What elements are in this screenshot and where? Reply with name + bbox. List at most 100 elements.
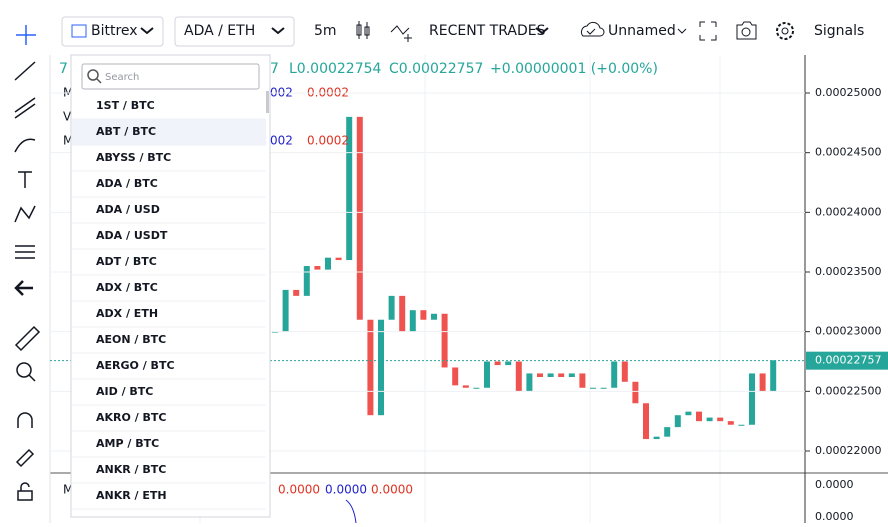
dropdown-item[interactable]: ADA / USD <box>96 203 160 216</box>
candle <box>314 266 321 270</box>
dropdown-item[interactable]: ABT / BTC <box>96 125 156 138</box>
dropdown-item[interactable]: 1ST / BTC <box>96 99 155 112</box>
dropdown-item[interactable]: ANKR / BTC <box>96 463 166 476</box>
candle <box>674 415 681 428</box>
candle <box>452 367 459 386</box>
current-price-label: 0.00022757 <box>815 354 881 367</box>
indicator-icon[interactable] <box>390 25 412 42</box>
dropdown-item[interactable]: ADA / BTC <box>96 177 158 190</box>
camera-icon[interactable] <box>736 21 757 40</box>
candle <box>696 411 702 422</box>
search-icon-handle <box>96 78 102 84</box>
candle <box>749 373 755 425</box>
candle <box>643 403 649 440</box>
ind-value: 0.0000 <box>278 483 320 497</box>
candle <box>282 289 289 332</box>
candles <box>272 116 777 440</box>
chevron <box>140 27 154 35</box>
search-box[interactable] <box>81 63 260 90</box>
lower-indicator <box>345 499 357 524</box>
ind-value: 002 <box>270 134 293 148</box>
price-tick-label: 0.00023000 <box>815 325 881 338</box>
ind-value: 0.0000 <box>371 483 413 497</box>
candle <box>378 319 384 416</box>
cloud-icon <box>580 21 605 37</box>
dropdown-item[interactable]: AEON / BTC <box>96 333 166 346</box>
ohlc-tail: 7 <box>270 61 279 77</box>
ind-label: M <box>63 134 73 148</box>
candle <box>568 373 575 378</box>
candle <box>420 310 427 320</box>
candle <box>706 417 713 422</box>
candle <box>738 424 745 426</box>
candle <box>293 289 300 296</box>
dropdown-item[interactable]: ADX / BTC <box>96 281 158 294</box>
fullscreen-icon[interactable] <box>699 21 717 41</box>
ind-label: V <box>63 110 72 124</box>
dropdown-item[interactable]: AERGO / BTC <box>96 359 175 372</box>
dropdown-item[interactable]: ABYSS / BTC <box>96 151 171 164</box>
dropdown-item[interactable]: AMP / BTC <box>96 437 159 450</box>
candle <box>653 436 660 440</box>
drawing-tools[interactable] <box>14 25 41 501</box>
interval[interactable]: 5m <box>314 23 337 39</box>
search-placeholder: Search <box>105 72 139 83</box>
search-icon <box>87 69 99 81</box>
dropdown-item[interactable]: ADX / ETH <box>96 307 158 320</box>
price-tick-label: 0.00022500 <box>815 384 881 397</box>
dropdown-list: 1ST / BTC ABT / BTC ABYSS / BTC ADA / BTC AD… <box>72 99 266 510</box>
candle <box>484 361 490 388</box>
ohlc-close: C0.00022757 <box>389 61 483 77</box>
lower-tick: 0.0000 <box>815 478 854 491</box>
candle <box>505 361 512 366</box>
dropdown-item[interactable]: ADA / USDT <box>96 229 168 242</box>
ind-value: 0.0002 <box>307 134 349 148</box>
candle <box>727 421 734 425</box>
layout-name[interactable]: Unnamed <box>608 23 676 39</box>
exchange-select[interactable] <box>61 16 164 47</box>
settings-center <box>781 27 789 35</box>
scrollbar <box>266 91 269 113</box>
symbol-select[interactable] <box>174 16 295 47</box>
exchange: Bittrex <box>91 23 138 39</box>
price-tick-label: 0.00024000 <box>815 205 881 218</box>
candle <box>367 319 374 416</box>
candle-icon[interactable] <box>356 21 370 39</box>
candle <box>409 310 416 332</box>
lower-tick: 0.0000 <box>815 510 854 523</box>
ohlc-open-tail: 7 <box>59 61 68 77</box>
candle <box>600 387 607 389</box>
price-tick-label: 0.00023500 <box>815 265 881 278</box>
candle <box>590 387 596 389</box>
candle <box>547 373 554 378</box>
dropdown-item[interactable]: AID / BTC <box>96 385 153 398</box>
current-price-tag <box>806 351 888 370</box>
item-highlight <box>72 119 266 145</box>
dropdown-item[interactable]: AKRO / BTC <box>96 411 167 424</box>
settings-icon[interactable] <box>776 22 794 40</box>
candle <box>325 257 331 270</box>
dropdown-item[interactable]: ADT / BTC <box>96 255 157 268</box>
trades[interactable]: RECENT TRADES <box>429 23 546 39</box>
candle <box>685 411 692 416</box>
chevron <box>535 27 549 35</box>
camera-lens <box>741 27 751 37</box>
candle <box>759 373 766 392</box>
candle <box>579 373 586 388</box>
ind-label: M <box>63 483 73 497</box>
candle <box>303 266 310 296</box>
candle <box>664 427 671 437</box>
ohlc-change: +0.00000001 (+0.00%) <box>490 61 658 77</box>
dropdown-item[interactable]: ANKR / ETH <box>96 489 167 502</box>
exchange-icon <box>71 24 87 38</box>
candle <box>526 373 533 392</box>
candle <box>473 387 480 389</box>
candle <box>399 295 406 332</box>
price-tick-label: 0.00024500 <box>815 146 881 159</box>
candle <box>770 360 777 392</box>
signals[interactable]: Signals <box>814 23 864 39</box>
candle <box>632 381 639 404</box>
candle <box>462 385 469 388</box>
candle <box>441 313 448 368</box>
